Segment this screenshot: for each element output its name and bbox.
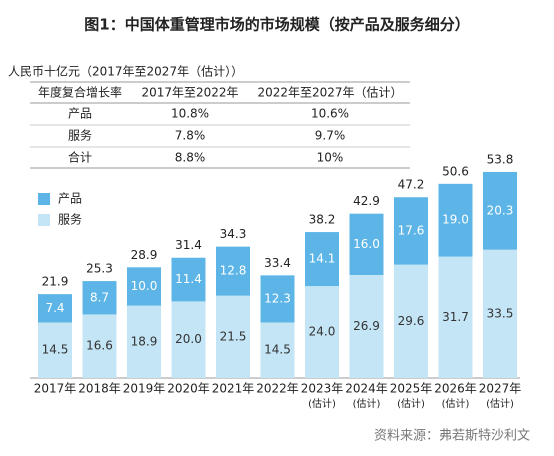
table-cell: 10.6% <box>311 107 349 121</box>
value-label: 19.0 <box>442 213 469 227</box>
value-label: 14.5 <box>42 343 69 357</box>
bar-segment <box>394 197 428 265</box>
table-cell: 10% <box>317 151 344 165</box>
value-label: 8.7 <box>90 290 109 304</box>
unit-note: 人民币十亿元（2017年至2027年（估计）） <box>8 64 243 79</box>
value-label: 17.6 <box>398 223 425 237</box>
value-label: 16.6 <box>86 339 113 353</box>
x-tick-label: 2023年 <box>301 382 344 396</box>
x-tick-label: 2027年 <box>479 382 522 396</box>
table-header: 2017年至2022年 <box>141 86 238 100</box>
value-label: 20.0 <box>175 332 202 346</box>
x-tick-label: 2024年 <box>345 382 388 396</box>
total-label: 31.4 <box>175 238 202 252</box>
total-label: 21.9 <box>42 275 69 289</box>
value-label: 12.8 <box>220 264 247 278</box>
table-cell: 合计 <box>68 150 92 165</box>
bar-segment <box>483 171 517 250</box>
value-label: 33.5 <box>487 306 514 320</box>
table-cell: 产品 <box>68 107 92 121</box>
legend-swatch <box>38 193 50 205</box>
table-header: 2022年至2027年（估计） <box>257 86 402 100</box>
table-cell: 7.8% <box>175 129 206 143</box>
value-label: 12.3 <box>264 291 291 305</box>
bar-segment <box>38 294 72 323</box>
value-label: 26.9 <box>353 319 380 333</box>
total-label: 38.2 <box>309 213 336 227</box>
x-tick-note: (估计) <box>353 397 381 410</box>
bar-segment <box>127 267 161 306</box>
bar-segment <box>216 295 250 378</box>
bar-segment <box>394 264 428 378</box>
x-tick-label: 2019年 <box>123 382 166 396</box>
bar-segment <box>305 286 339 378</box>
bar-segment <box>82 281 117 315</box>
x-tick-label: 2017年 <box>34 382 77 396</box>
table-cell: 服务 <box>68 128 92 143</box>
bar-segment <box>260 275 295 323</box>
value-label: 20.3 <box>487 203 514 217</box>
bar-segment <box>483 249 517 378</box>
value-label: 18.9 <box>131 334 158 348</box>
value-label: 7.4 <box>45 301 64 315</box>
x-tick-note: (估计) <box>486 397 514 410</box>
total-label: 47.2 <box>398 178 425 192</box>
total-label: 33.4 <box>264 256 291 270</box>
legend-swatch <box>38 214 50 226</box>
total-label: 34.3 <box>220 227 247 241</box>
source: 资料来源：弗若斯特沙利文 <box>374 428 530 444</box>
table-header: 年度复合增长率 <box>38 85 122 100</box>
x-tick-label: 2025年 <box>390 382 433 396</box>
legend-label: 服务 <box>58 212 82 227</box>
table-cell: 8.8% <box>175 151 206 165</box>
bar-segment <box>349 213 384 275</box>
bar-segment <box>305 232 339 287</box>
total-label: 42.9 <box>353 194 380 208</box>
total-label: 50.6 <box>442 164 469 178</box>
chart-title: 图1：中国体重管理市场的市场规模（按产品及服务细分） <box>84 16 469 34</box>
value-label: 31.7 <box>442 310 469 324</box>
bar-segment <box>127 305 161 378</box>
value-label: 14.5 <box>264 343 291 357</box>
x-tick-label: 2021年 <box>212 382 255 396</box>
value-label: 29.6 <box>398 314 425 328</box>
x-tick-note: (估计) <box>397 397 425 410</box>
bar-segment <box>349 274 384 378</box>
value-label: 10.0 <box>131 279 158 293</box>
bar-segment <box>38 322 72 378</box>
bar-segment <box>438 256 473 378</box>
table-cell: 10.8% <box>171 107 209 121</box>
bar-segment <box>171 257 206 302</box>
x-tick-label: 2026年 <box>434 382 477 396</box>
x-tick-label: 2020年 <box>167 382 210 396</box>
total-label: 25.3 <box>86 262 113 276</box>
bar-segment <box>171 301 206 378</box>
value-label: 11.4 <box>175 272 202 286</box>
total-label: 28.9 <box>131 248 158 262</box>
value-label: 24.0 <box>309 325 336 339</box>
bar-segment <box>260 322 295 378</box>
x-tick-label: 2018年 <box>78 382 121 396</box>
value-label: 21.5 <box>220 329 247 343</box>
bar-segment <box>438 183 473 257</box>
value-label: 16.0 <box>353 237 380 251</box>
bar-segment <box>216 246 250 296</box>
x-tick-note: (估计) <box>442 397 470 410</box>
legend-label: 产品 <box>58 192 82 206</box>
total-label: 53.8 <box>487 152 514 166</box>
x-tick-note: (估计) <box>308 397 336 410</box>
bar-segment <box>82 314 117 378</box>
x-tick-label: 2022年 <box>256 382 299 396</box>
table-cell: 9.7% <box>315 129 346 143</box>
value-label: 14.1 <box>309 252 336 266</box>
